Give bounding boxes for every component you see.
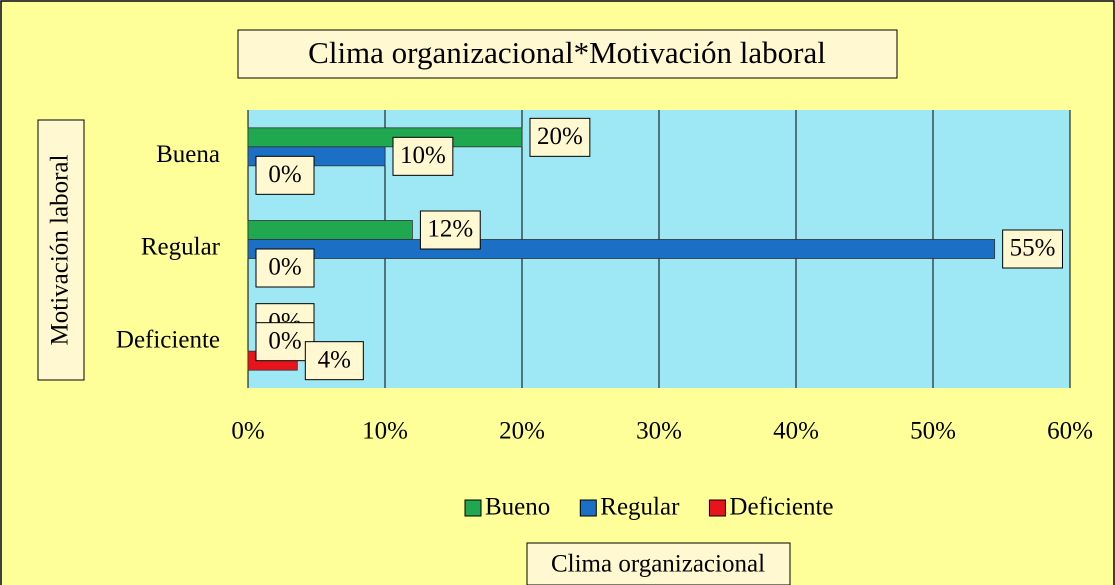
data-label-box [255, 155, 315, 195]
chart-title: Clima organizacional*Motivación laboral [308, 35, 826, 70]
legend-label: Bueno [485, 494, 550, 521]
y-axis-title: Motivación laboral [47, 154, 74, 345]
x-title-box [526, 542, 791, 585]
data-label-box [529, 117, 591, 157]
data-label-box [419, 210, 481, 250]
data-label-box [1002, 229, 1063, 269]
title-box [237, 29, 898, 79]
data-label: 0% [268, 327, 301, 354]
data-label: 4% [318, 346, 351, 373]
y-tick-label: Regular [141, 234, 221, 261]
legend-label: Deficiente [729, 494, 833, 521]
x-tick-label: 60% [1047, 418, 1093, 445]
legend-label: Regular [600, 494, 680, 521]
data-label: 0% [268, 254, 301, 281]
bar [247, 239, 996, 259]
data-label: 10% [400, 142, 446, 169]
x-axis-title: Clima organizacional [551, 551, 765, 578]
data-label-box [255, 248, 315, 288]
bar [247, 220, 413, 240]
data-label-box [392, 136, 454, 176]
y-title-box [37, 119, 85, 381]
data-label: 55% [1010, 235, 1056, 262]
bar [247, 127, 523, 148]
data-label-box [255, 322, 315, 362]
data-label: 0% [268, 161, 301, 188]
legend-swatch [464, 499, 482, 517]
legend-swatch [708, 499, 726, 517]
x-tick-label: 40% [773, 418, 819, 445]
y-tick-label: Buena [156, 141, 220, 168]
x-tick-label: 10% [362, 418, 408, 445]
x-tick-label: 20% [499, 418, 545, 445]
x-tick-label: 50% [910, 418, 956, 445]
data-label: 20% [537, 123, 583, 150]
y-tick-label: Deficiente [116, 326, 220, 353]
x-tick-label: 30% [636, 418, 682, 445]
data-label: 12% [427, 216, 473, 243]
data-label-box [304, 341, 364, 381]
legend-swatch [579, 499, 597, 517]
x-tick-label: 0% [231, 418, 264, 445]
